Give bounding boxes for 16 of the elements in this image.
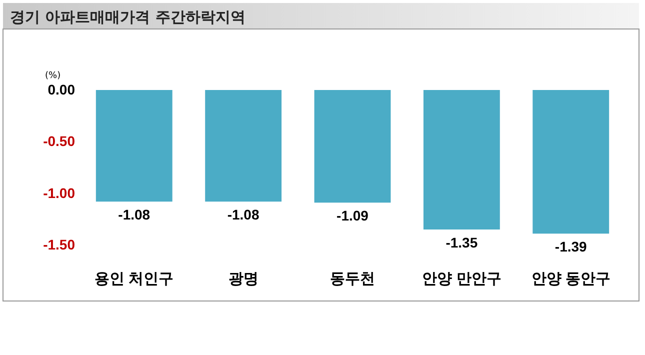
chart-title: 경기 아파트매매가격 주간하락지역 (10, 8, 246, 26)
y-tick-label: -1.50 (43, 236, 76, 252)
x-tick-label: 안양 동안구 (531, 270, 610, 288)
y-tick-label: -0.50 (43, 133, 76, 150)
data-label: -1.39 (554, 238, 588, 255)
x-tick-label: 광명 (228, 270, 258, 288)
data-label: -1.35 (446, 234, 478, 250)
y-tick-label: 0.00 (48, 81, 76, 98)
data-label: -1.08 (227, 206, 260, 223)
y-axis-title: (%) (45, 71, 61, 81)
data-label: -1.08 (118, 206, 150, 223)
x-tick-label: 안양 만안구 (422, 270, 502, 288)
x-tick-label: 용인 처인구 (94, 270, 174, 288)
data-label: -1.09 (336, 208, 369, 224)
x-tick-label: 동두천 (330, 270, 375, 288)
y-tick-label: -1.00 (43, 184, 76, 201)
